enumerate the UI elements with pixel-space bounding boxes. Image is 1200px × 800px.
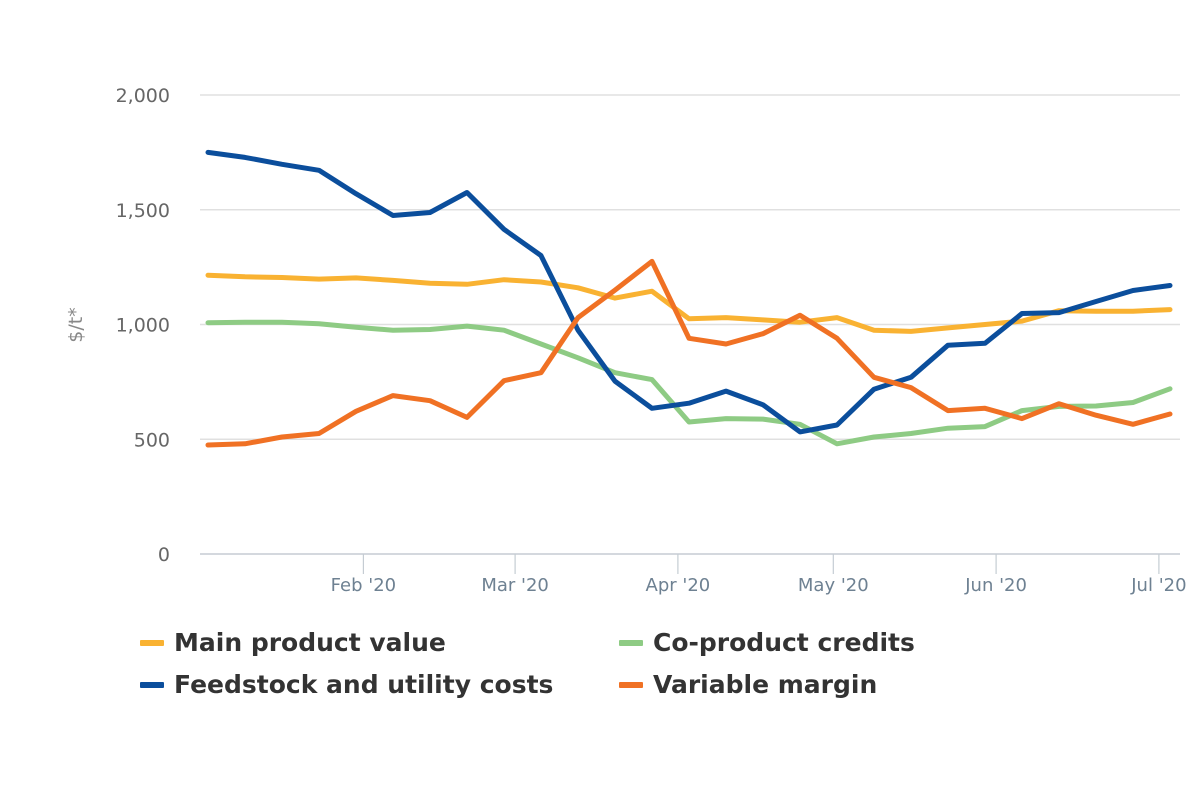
x-tick-label: Feb '20: [331, 575, 396, 596]
legend-label: Feedstock and utility costs: [174, 670, 554, 699]
legend-label: Co-product credits: [653, 628, 915, 657]
x-tick-label: Jul '20: [1130, 575, 1186, 596]
legend-swatch-icon: [619, 639, 643, 646]
y-tick-label: 2,000: [116, 85, 170, 107]
legend-item-feedstock-and-utility-costs[interactable]: Feedstock and utility costs: [140, 670, 553, 699]
legend-swatch-icon: [140, 639, 164, 646]
series-line-variable-margin[interactable]: [205, 258, 1173, 448]
x-tick-label: Jun '20: [964, 575, 1027, 596]
legend-item-main-product-value[interactable]: Main product value: [140, 628, 446, 657]
series-line-main-product-value[interactable]: [205, 272, 1173, 334]
y-tick-label: 1,500: [116, 200, 170, 222]
x-tick-label: Apr '20: [646, 575, 711, 596]
x-tick-label: Mar '20: [481, 575, 549, 596]
x-tick-label: May '20: [798, 575, 869, 596]
legend-item-co-product-credits[interactable]: Co-product credits: [619, 628, 915, 657]
legend-swatch-icon: [140, 681, 164, 688]
y-axis-label: $/t*: [65, 307, 87, 342]
legend-swatch-icon: [619, 681, 643, 688]
y-tick-label: 0: [158, 544, 170, 566]
legend-label: Variable margin: [653, 670, 878, 699]
legend-label: Main product value: [174, 628, 446, 657]
legend-item-variable-margin[interactable]: Variable margin: [619, 670, 877, 699]
gridlines: [200, 94, 1180, 440]
series-lines: [205, 149, 1173, 448]
y-axis: 0 500 1,000 1,500 2,000: [116, 85, 170, 566]
x-axis: Feb '20 Mar '20 Apr '20 May '20 Jun '20 Jul '…: [200, 553, 1187, 596]
y-tick-label: 500: [134, 429, 170, 451]
series-line-feedstock-and-utility-costs[interactable]: [205, 149, 1173, 435]
y-tick-label: 1,000: [116, 315, 170, 337]
